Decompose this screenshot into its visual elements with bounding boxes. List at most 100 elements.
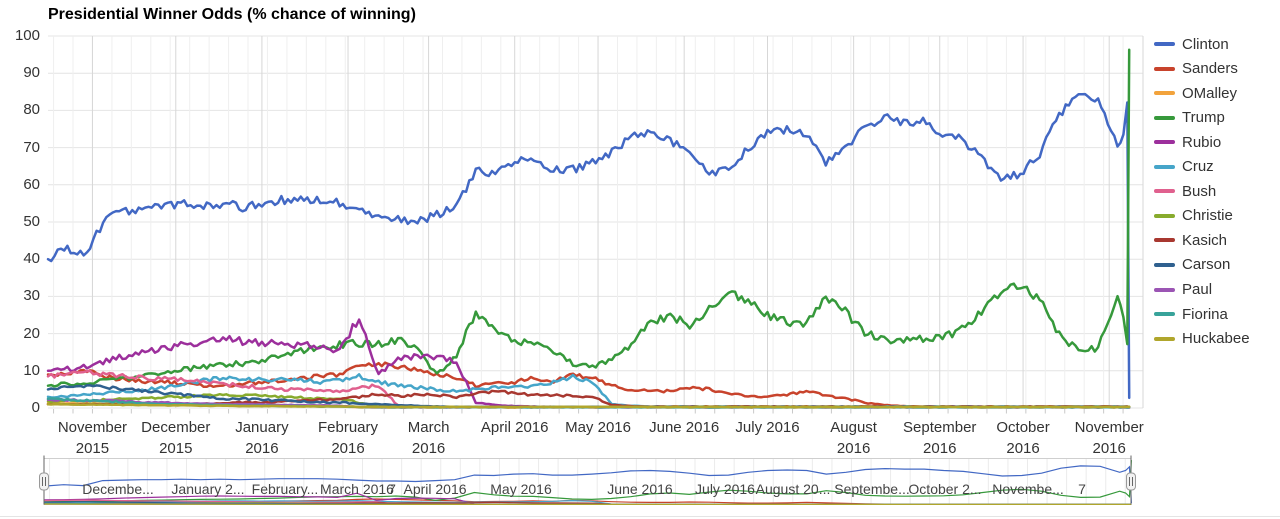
x-axis-label-line1: April 2016 bbox=[480, 419, 549, 436]
navigator-axis-label: July 2016 bbox=[695, 481, 755, 497]
navigator[interactable] bbox=[39, 455, 1136, 505]
legend-label: Kasich bbox=[1182, 231, 1228, 249]
legend-label: Paul bbox=[1182, 281, 1213, 298]
legend-label: Cruz bbox=[1182, 158, 1214, 176]
x-axis-label: March 2016 bbox=[408, 417, 450, 459]
legend-item-sanders[interactable]: Sanders bbox=[1154, 58, 1238, 80]
y-axis-label: 40 bbox=[23, 250, 40, 268]
legend-label: Clinton bbox=[1182, 35, 1229, 53]
x-axis-label-line1: February bbox=[318, 419, 379, 436]
x-axis-label: January 2016 bbox=[235, 417, 288, 459]
y-axis-label: 20 bbox=[23, 324, 40, 342]
y-axis-label: 70 bbox=[23, 138, 40, 156]
x-axis-label-line1: March bbox=[407, 419, 450, 436]
legend-item-clinton[interactable]: Clinton bbox=[1154, 33, 1229, 55]
legend-label: Sanders bbox=[1182, 60, 1238, 78]
legend-label: Fiorina bbox=[1182, 305, 1228, 323]
x-axis-label-line2: 2016 bbox=[836, 440, 871, 457]
legend-swatch bbox=[1154, 115, 1175, 120]
legend-label: Rubio bbox=[1182, 133, 1222, 151]
legend-item-paul[interactable]: Paul bbox=[1154, 279, 1212, 301]
navigator-axis-label: May 2016 bbox=[490, 481, 552, 497]
navigator-axis-label: Decembe... bbox=[82, 481, 154, 497]
legend-item-huckabee[interactable]: Huckabee bbox=[1154, 328, 1250, 350]
y-axis-label: 50 bbox=[23, 213, 40, 230]
legend-swatch bbox=[1154, 42, 1175, 46]
legend-item-christie[interactable]: Christie bbox=[1154, 205, 1233, 227]
legend-label: Carson bbox=[1182, 256, 1231, 274]
x-axis-label-line1: January bbox=[235, 419, 289, 436]
legend-label: Trump bbox=[1182, 109, 1225, 127]
x-axis-label: February 2016 bbox=[318, 417, 378, 459]
legend-swatch bbox=[1154, 164, 1175, 169]
y-axis-label: 100 bbox=[14, 27, 40, 44]
legend-item-bush[interactable]: Bush bbox=[1154, 180, 1216, 202]
navigator-handle-right[interactable] bbox=[1126, 455, 1136, 505]
x-axis-label-line2: 2015 bbox=[159, 440, 193, 457]
x-axis-label: November 2015 bbox=[58, 417, 127, 459]
legend-item-cruz[interactable]: Cruz bbox=[1154, 156, 1214, 178]
x-axis-label: August 2016 bbox=[830, 417, 877, 459]
series-lines bbox=[46, 48, 1131, 409]
legend-swatch bbox=[1154, 91, 1175, 96]
y-axis-label: 60 bbox=[23, 175, 40, 193]
x-axis-label: December 2015 bbox=[141, 417, 210, 459]
legend-label: Christie bbox=[1182, 207, 1233, 225]
navigator-axis-label: 7 bbox=[388, 481, 396, 497]
x-axis-label-line2: 2015 bbox=[75, 440, 110, 457]
legend-swatch bbox=[1154, 336, 1175, 341]
x-axis-label-line1: July 2016 bbox=[735, 419, 800, 436]
x-axis-label-line1: September bbox=[903, 419, 977, 436]
x-axis-label-line2: 2016 bbox=[331, 440, 365, 457]
legend-swatch bbox=[1154, 262, 1175, 267]
navigator-axis-label: April 2016 bbox=[403, 481, 467, 497]
series-trump[interactable] bbox=[46, 48, 1131, 388]
legend-item-omalley[interactable]: OMalley bbox=[1154, 82, 1237, 104]
x-axis-label-line2: 2016 bbox=[923, 440, 957, 457]
y-axis-label: 30 bbox=[23, 287, 40, 305]
navigator-axis-label: June 2016 bbox=[607, 481, 673, 497]
x-axis-label: July 2016 bbox=[735, 417, 799, 438]
x-axis-label: May 2016 bbox=[565, 417, 631, 438]
x-axis-label-line1: June 2016 bbox=[649, 419, 720, 436]
x-axis-label: November 2016 bbox=[1075, 417, 1144, 459]
legend-item-trump[interactable]: Trump bbox=[1154, 107, 1225, 129]
legend-swatch bbox=[1154, 238, 1175, 243]
navigator-axis-label: August 20... bbox=[755, 481, 831, 497]
x-axis-label-line2: 2016 bbox=[1006, 440, 1040, 457]
series-huckabee[interactable] bbox=[46, 402, 1131, 409]
x-axis-label-line2: 2016 bbox=[1092, 440, 1126, 457]
legend-item-carson[interactable]: Carson bbox=[1154, 254, 1230, 276]
navigator-axis-label: October 2... bbox=[908, 481, 982, 497]
x-axis-label-line1: August bbox=[830, 419, 877, 436]
navigator-handle-left[interactable] bbox=[39, 455, 49, 505]
x-axis-label-line1: November bbox=[1074, 419, 1144, 436]
legend-item-fiorina[interactable]: Fiorina bbox=[1154, 303, 1228, 325]
x-axis-label-line1: October bbox=[996, 419, 1050, 436]
x-axis-label: June 2016 bbox=[649, 417, 719, 438]
chart-title: Presidential Winner Odds (% chance of wi… bbox=[48, 6, 416, 23]
navigator-series-clinton bbox=[43, 465, 1132, 504]
y-axis-label: 0 bbox=[31, 399, 40, 416]
x-axis-label-line1: November bbox=[57, 419, 128, 436]
legend-label: Huckabee bbox=[1182, 330, 1250, 348]
x-axis-label: September 2016 bbox=[903, 417, 976, 459]
legend-swatch bbox=[1154, 312, 1175, 317]
x-axis-label-line1: December bbox=[141, 419, 211, 436]
x-axis-label-line2: 2016 bbox=[411, 440, 446, 457]
legend-item-rubio[interactable]: Rubio bbox=[1154, 131, 1221, 153]
navigator-axis-label: Novembe... bbox=[992, 481, 1064, 497]
y-axis-label: 10 bbox=[23, 361, 40, 379]
y-axis-label: 80 bbox=[23, 101, 40, 119]
navigator-axis-label: Septembe... bbox=[834, 481, 910, 497]
bottom-divider bbox=[0, 516, 1280, 517]
plot-area[interactable] bbox=[48, 36, 1143, 408]
navigator-axis-label: January 2... bbox=[171, 481, 245, 497]
x-axis-label-line2: 2016 bbox=[245, 440, 279, 457]
legend-item-kasich[interactable]: Kasich bbox=[1154, 229, 1227, 251]
legend-label: Bush bbox=[1182, 182, 1217, 200]
series-clinton[interactable] bbox=[46, 92, 1131, 400]
navigator-axis-label: March 2016 bbox=[320, 481, 394, 497]
